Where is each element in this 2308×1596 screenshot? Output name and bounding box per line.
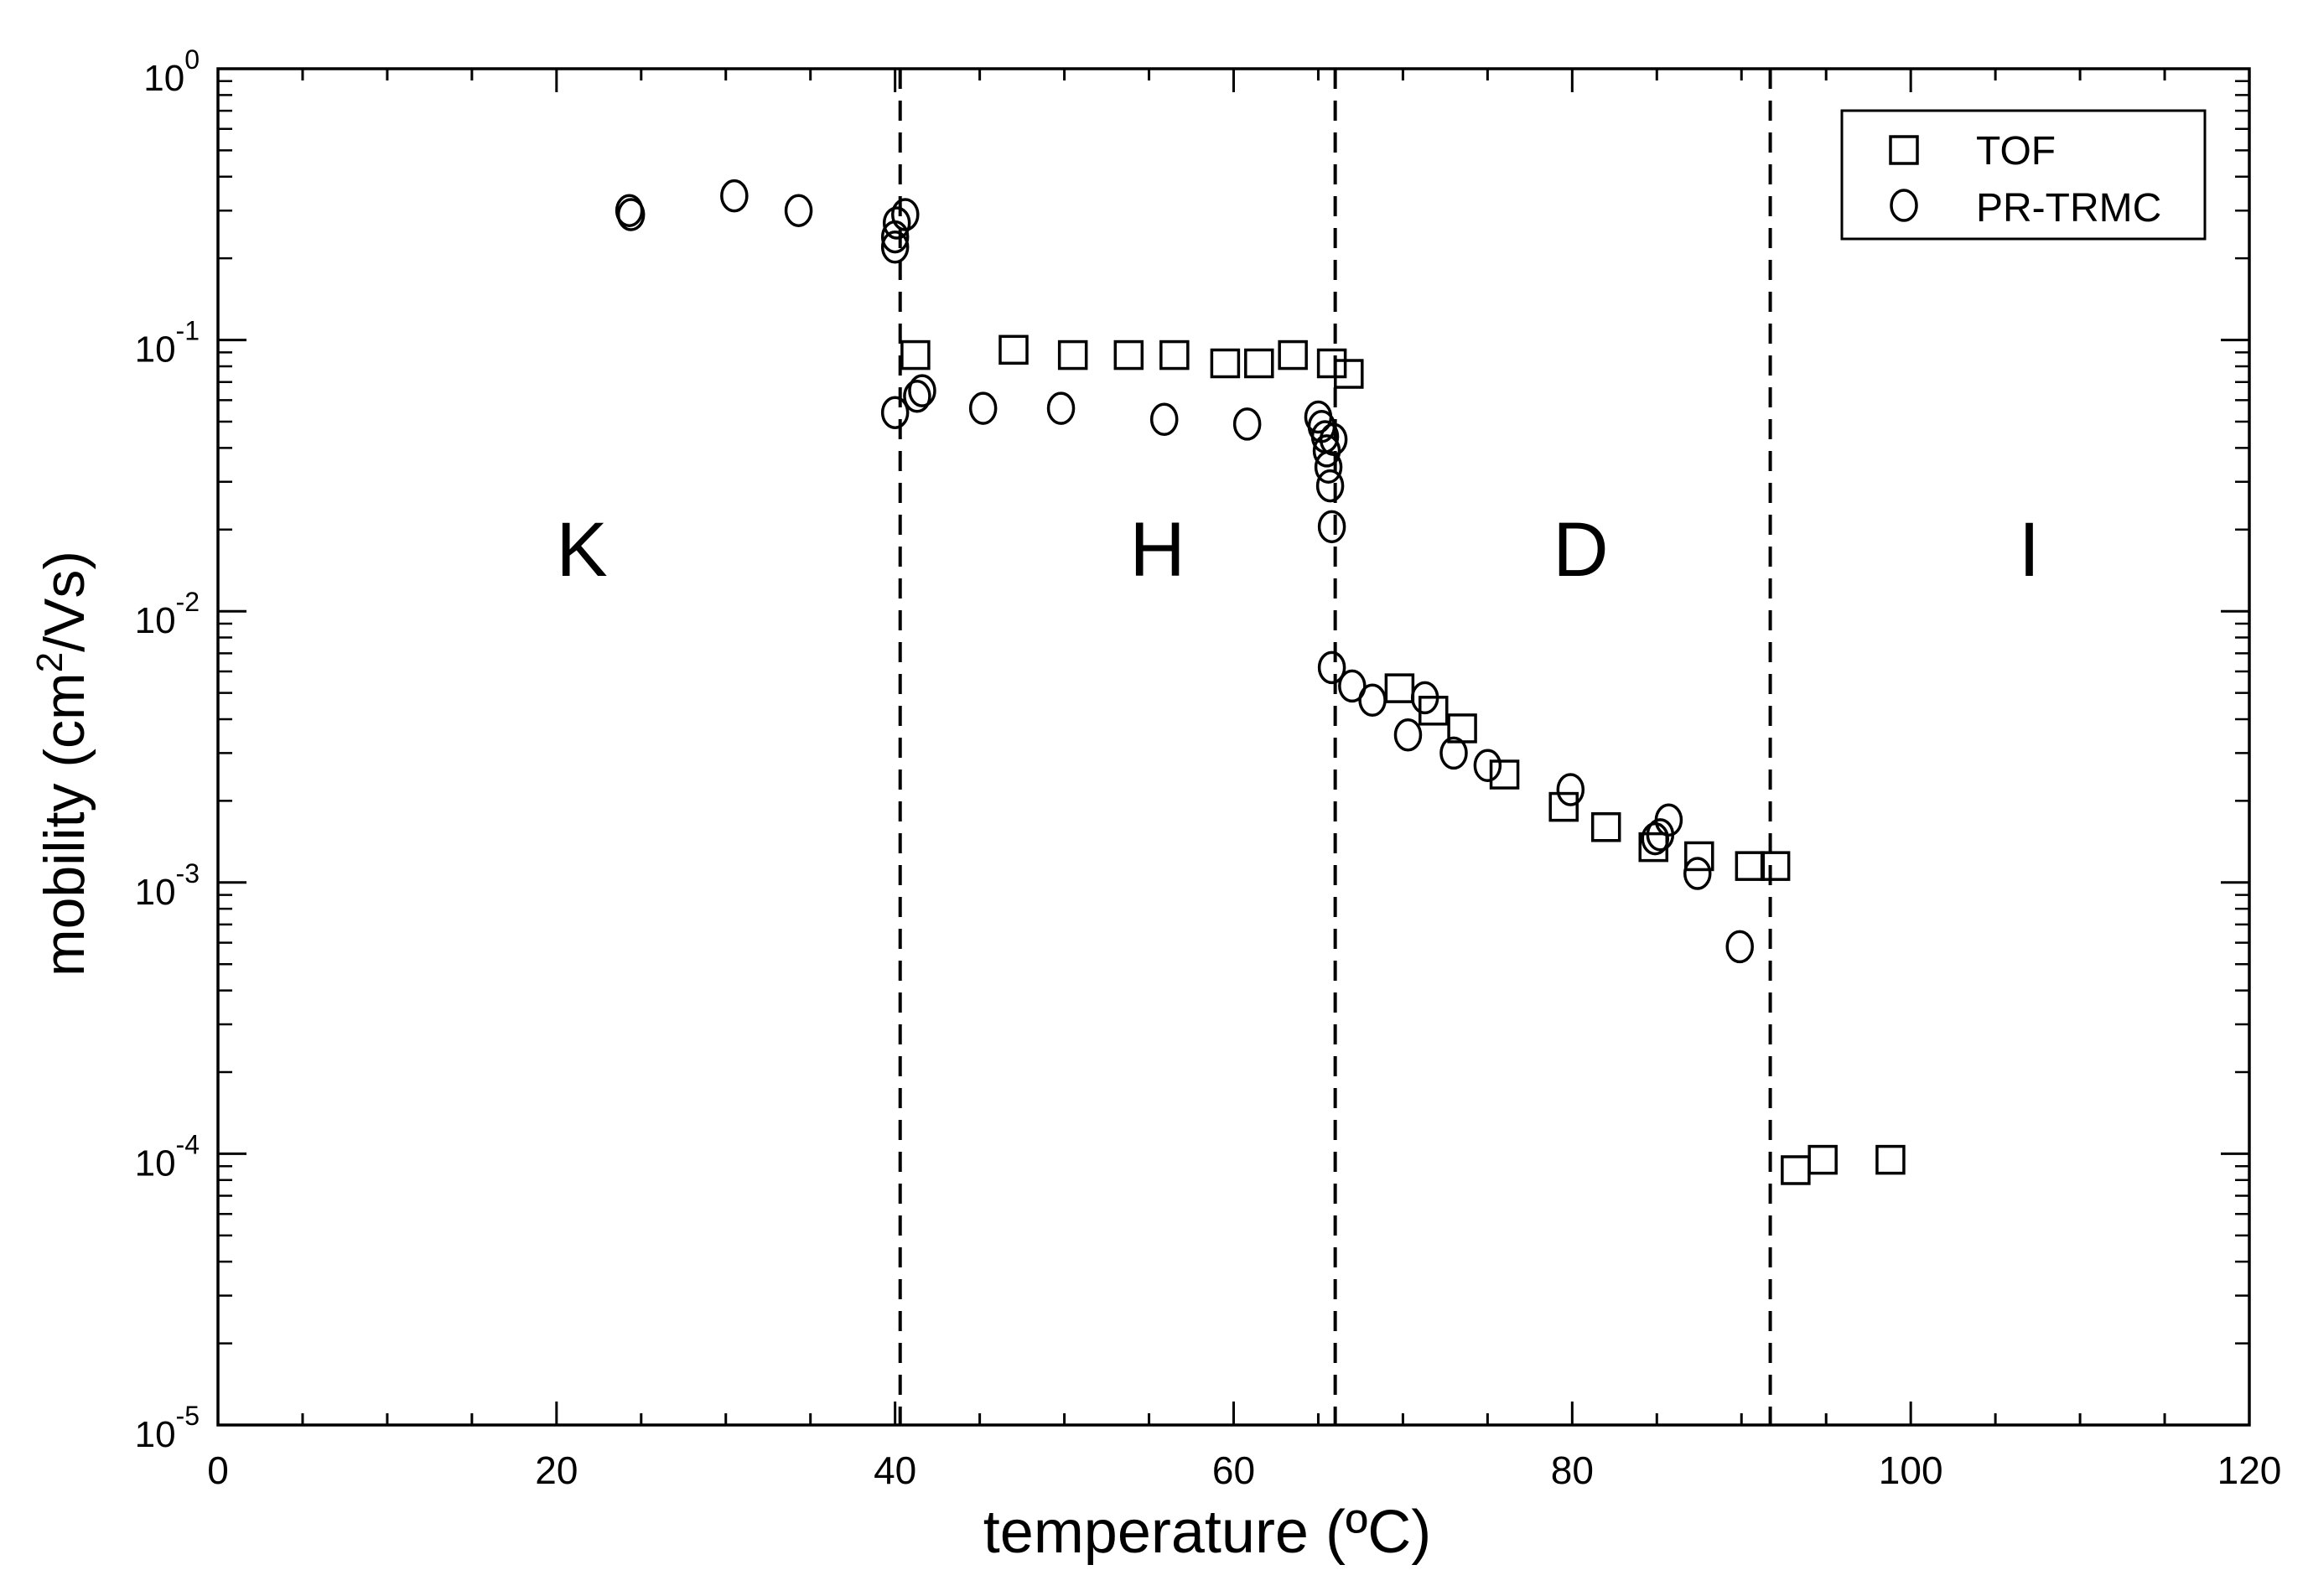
pr-trmc-point bbox=[1149, 402, 1179, 436]
tof-point bbox=[1210, 348, 1241, 379]
x-tick-label: 80 bbox=[1551, 1448, 1594, 1492]
pr-trmc-point bbox=[1725, 930, 1754, 964]
y-tick-label: 10-2 bbox=[135, 587, 200, 641]
pr-trmc-point bbox=[882, 206, 911, 240]
tof-point bbox=[1113, 339, 1144, 370]
tof-point bbox=[1159, 339, 1190, 370]
tof-point bbox=[1875, 1144, 1906, 1175]
y-tick-label: 100 bbox=[143, 44, 200, 99]
data-points bbox=[615, 179, 1906, 1185]
y-tick-label: 10-4 bbox=[135, 1129, 200, 1184]
y-tick-label: 10-1 bbox=[135, 316, 200, 370]
axis-ticks bbox=[216, 67, 2251, 1427]
tof-point bbox=[1057, 339, 1088, 370]
tof-point bbox=[1590, 811, 1621, 842]
y-tick-label-base: 10 bbox=[143, 58, 184, 99]
y-tick-label-base: 10 bbox=[135, 600, 176, 641]
phase-label: H bbox=[1129, 507, 1185, 593]
pr-trmc-point bbox=[1319, 422, 1348, 456]
pr-trmc-point bbox=[1315, 469, 1345, 503]
tof-point bbox=[1244, 348, 1274, 379]
pr-trmc-point bbox=[1654, 803, 1683, 837]
legend: TOF PR-TRMC bbox=[1840, 109, 2207, 241]
x-tick-label: 120 bbox=[2217, 1448, 2282, 1492]
tof-point bbox=[1781, 1155, 1811, 1185]
pr-trmc-point bbox=[1393, 718, 1423, 752]
tof-point bbox=[1808, 1144, 1838, 1175]
pr-trmc-point bbox=[1410, 681, 1439, 715]
y-tick-label-base: 10 bbox=[135, 872, 176, 913]
x-axis-label: temperature (ºC) bbox=[983, 1499, 1431, 1566]
pr-trmc-point bbox=[616, 198, 646, 231]
legend-square-icon bbox=[1889, 135, 1919, 165]
tof-point bbox=[998, 334, 1029, 365]
tof-point bbox=[1684, 841, 1714, 872]
pr-trmc-point bbox=[1317, 650, 1346, 685]
y-tick-label-base: 10 bbox=[135, 1414, 176, 1455]
pr-trmc-point bbox=[1358, 683, 1387, 718]
pr-trmc-point bbox=[891, 198, 920, 231]
x-tick-label: 100 bbox=[1879, 1448, 1943, 1492]
y-tick-label-exponent: 0 bbox=[184, 44, 200, 75]
pr-trmc-point bbox=[1683, 857, 1712, 890]
pr-trmc-point bbox=[1232, 407, 1262, 441]
y-axis-label-tail: /Vs) bbox=[33, 551, 96, 652]
tof-point bbox=[1278, 339, 1308, 370]
pr-trmc-point bbox=[1312, 434, 1341, 468]
pr-trmc-point bbox=[880, 231, 910, 264]
y-tick-label-exponent: -3 bbox=[176, 858, 200, 889]
y-tick-label-base: 10 bbox=[135, 329, 176, 370]
series-tof bbox=[900, 334, 1906, 1185]
y-tick-label-exponent: -2 bbox=[176, 587, 200, 617]
legend-circle-icon bbox=[1890, 189, 1918, 222]
tof-point bbox=[1334, 359, 1364, 389]
tof-point bbox=[900, 339, 931, 370]
phase-label: D bbox=[1553, 507, 1608, 593]
x-tick-label: 20 bbox=[535, 1448, 578, 1492]
y-tick-label-exponent: -1 bbox=[176, 316, 200, 346]
y-tick-label: 10-3 bbox=[135, 858, 200, 913]
pr-trmc-point bbox=[1439, 736, 1468, 770]
y-tick-label-exponent: -5 bbox=[176, 1401, 200, 1431]
y-tick-label-base: 10 bbox=[135, 1143, 176, 1184]
pr-trmc-point bbox=[720, 179, 749, 213]
y-tick-label: 10-5 bbox=[135, 1401, 200, 1455]
pr-trmc-point bbox=[903, 380, 931, 413]
pr-trmc-point bbox=[968, 391, 998, 425]
plot-frame bbox=[216, 67, 2251, 1427]
x-tick-label: 60 bbox=[1212, 1448, 1255, 1492]
tof-point bbox=[1384, 673, 1415, 703]
phase-boundaries bbox=[898, 69, 1772, 1425]
pr-trmc-point bbox=[880, 396, 910, 429]
legend-label-tof: TOF bbox=[1976, 129, 2056, 174]
pr-trmc-point bbox=[784, 194, 813, 227]
tof-point bbox=[1760, 851, 1791, 881]
tof-point bbox=[1316, 348, 1347, 379]
pr-trmc-point bbox=[1317, 510, 1346, 544]
y-axis-label: mobility (cm2/Vs) bbox=[29, 551, 96, 977]
x-tick-label: 0 bbox=[207, 1448, 229, 1492]
series-pr-trmc bbox=[615, 179, 1754, 964]
pr-trmc-point bbox=[1556, 773, 1585, 806]
tof-point bbox=[1489, 759, 1520, 790]
legend-box bbox=[1840, 109, 2207, 241]
y-axis-label-main: mobility (cm bbox=[33, 672, 96, 977]
plot-area bbox=[216, 67, 2251, 1427]
pr-trmc-point bbox=[1473, 749, 1502, 782]
y-tick-label-exponent: -4 bbox=[176, 1129, 200, 1159]
pr-trmc-point bbox=[908, 374, 936, 407]
tof-point bbox=[1548, 791, 1579, 822]
x-tick-label: 40 bbox=[874, 1448, 916, 1492]
tof-point bbox=[1735, 851, 1766, 881]
legend-label-pr-trmc: PR-TRMC bbox=[1976, 186, 2161, 231]
phase-label: I bbox=[2019, 507, 2041, 593]
phase-label: K bbox=[556, 507, 607, 593]
pr-trmc-point bbox=[1046, 391, 1076, 425]
y-axis-label-superscript: 2 bbox=[29, 652, 70, 672]
pr-trmc-point bbox=[1338, 669, 1367, 703]
